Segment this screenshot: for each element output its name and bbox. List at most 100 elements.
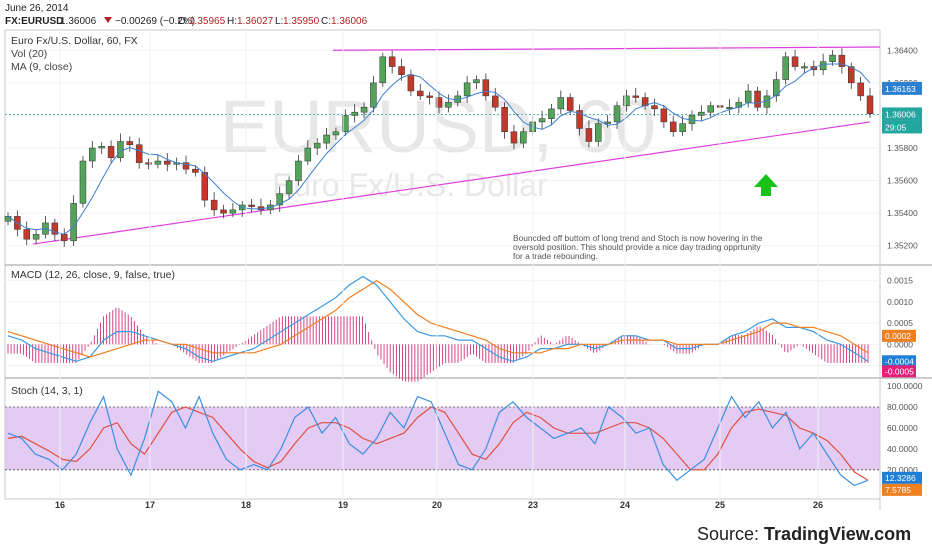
- candle-body: [276, 193, 283, 206]
- candle-body: [164, 160, 171, 165]
- source-label: Source: TradingView.com: [697, 524, 911, 544]
- candle-body: [398, 66, 405, 75]
- ma-label: MA (9, close): [11, 61, 72, 73]
- candle-body: [407, 74, 415, 92]
- date-label: June 26, 2014: [5, 3, 69, 14]
- candle-body: [595, 123, 602, 142]
- open-value: 1.35965: [189, 16, 226, 27]
- candle-body: [192, 168, 199, 173]
- trade-annotation: Bouncded off buttom of long trend and St…: [513, 233, 763, 261]
- watermark-name: Euro Fx/U.S. Dollar: [272, 167, 548, 203]
- candle-body: [801, 66, 808, 69]
- price-tick-label: 1.35800: [887, 143, 918, 153]
- candle-body: [754, 90, 761, 108]
- candle-body: [323, 134, 330, 144]
- stoch-d-line: [7, 406, 869, 481]
- candle-body: [651, 105, 658, 110]
- close-value: 1.36006: [331, 16, 368, 27]
- macd-pane: 0.0015 0.0010 0.0005 0.0000 -0.0005 0.0002 -0.…: [5, 276, 916, 382]
- candle-body: [182, 162, 190, 170]
- candle-body: [773, 79, 780, 97]
- candle-body: [126, 141, 134, 145]
- annotation-line-3: for a trade rebounding.: [513, 251, 598, 261]
- macd-histogram: [7, 307, 869, 382]
- countdown-label: 29:05: [885, 122, 907, 132]
- macd-tick-label: 0.0015: [887, 276, 913, 286]
- candle-body: [295, 160, 302, 181]
- candle-body: [491, 95, 499, 108]
- candle-body: [866, 95, 874, 115]
- candle-body: [791, 56, 799, 67]
- candle-body: [510, 131, 518, 144]
- candle-body: [117, 141, 124, 159]
- stoch-k-line: [7, 390, 869, 487]
- close-label: C:: [321, 16, 331, 27]
- candle-body: [342, 115, 349, 132]
- stoch-tick-label: 20.0000: [887, 465, 918, 475]
- candle-body: [388, 56, 396, 67]
- high-value: 1.36027: [237, 16, 274, 27]
- candle-body: [135, 144, 143, 163]
- candle-body: [145, 162, 152, 165]
- candle-body: [210, 199, 218, 211]
- low-value: 1.35950: [283, 16, 320, 27]
- price-axis: 1.364001.362001.360001.358001.356001.354…: [882, 45, 922, 251]
- time-tick-label: 25: [715, 500, 725, 510]
- symbol-label: FX:EURUSD: [5, 16, 63, 27]
- macd-tick-label: 0.0000: [887, 339, 913, 349]
- candle-body: [557, 97, 565, 110]
- candle-body: [70, 203, 77, 242]
- macd-line: [7, 275, 869, 362]
- candle-body: [304, 147, 312, 162]
- stoch-k-value-label: 12.3286: [885, 473, 916, 483]
- candle-body: [613, 105, 621, 123]
- time-tick-label: 18: [241, 500, 251, 510]
- down-triangle-icon: [104, 17, 112, 23]
- macd-tick-label: 0.0005: [887, 318, 913, 328]
- candle-body: [669, 121, 677, 132]
- candle-body: [463, 82, 471, 97]
- candle-body: [60, 234, 68, 242]
- candle-body: [445, 102, 452, 108]
- candle-body: [782, 56, 789, 80]
- hist-value-label-bg: [882, 365, 916, 378]
- macd-axis: 0.0015 0.0010 0.0005 0.0000 -0.0005 0.0002 -0.…: [5, 276, 916, 378]
- low-label: L:: [275, 16, 283, 27]
- candle-body: [679, 123, 686, 132]
- candle-body: [89, 147, 96, 162]
- candle-body: [623, 95, 630, 106]
- countdown-label-bg: [882, 120, 922, 134]
- time-tick-label: 24: [620, 500, 630, 510]
- candle-body: [848, 66, 855, 84]
- candle-body: [32, 234, 40, 240]
- last-price: 1.36006: [60, 16, 97, 27]
- time-tick-label: 19: [338, 500, 348, 510]
- candle-body: [726, 107, 733, 110]
- stoch-k-value-label-bg: [882, 471, 922, 484]
- open-label: O:: [178, 16, 189, 27]
- upper-trendline: [332, 46, 881, 51]
- candle-body: [370, 82, 377, 108]
- candle-body: [201, 172, 209, 201]
- candle-body: [566, 97, 574, 111]
- trendlines: [32, 46, 881, 245]
- time-axis: 16 17 18 19 20 23 24 25 26: [55, 30, 823, 510]
- candle-body: [829, 54, 836, 62]
- stoch-tick-label: 40.0000: [887, 444, 918, 454]
- price-tick-label: 1.35400: [887, 208, 918, 218]
- candle-body: [23, 229, 30, 240]
- candle-body: [379, 56, 387, 84]
- candle-body: [229, 209, 237, 214]
- change-label: −0.00269 (−0.2%): [115, 16, 195, 27]
- candle-body: [482, 79, 490, 97]
- candle-body: [107, 146, 115, 159]
- signal-line: [7, 279, 869, 358]
- last-price-label: 1.36006: [885, 109, 916, 119]
- lower-trendline: [32, 121, 871, 245]
- price-tick-label: 1.35600: [887, 176, 918, 186]
- ma-price-label-bg: [882, 81, 922, 95]
- candle-body: [538, 118, 546, 123]
- candle-body: [435, 97, 443, 108]
- candle-body: [473, 79, 480, 84]
- candle-body: [417, 90, 424, 97]
